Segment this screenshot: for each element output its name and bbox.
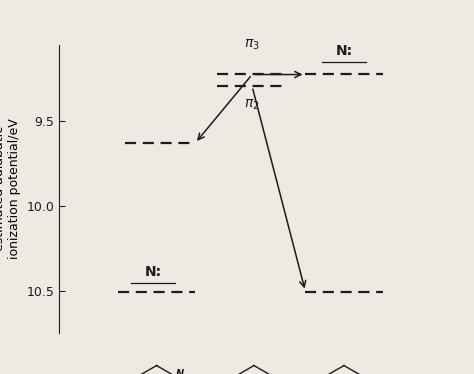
Text: $\pi_3$: $\pi_3$	[244, 37, 260, 52]
Y-axis label: estimated adiabatic
ionization potential/eV: estimated adiabatic ionization potential…	[0, 119, 21, 259]
Text: $\pi_2$: $\pi_2$	[244, 97, 260, 112]
Text: N:: N:	[145, 266, 162, 279]
Text: N:: N:	[336, 45, 353, 58]
Text: N: N	[176, 369, 184, 374]
